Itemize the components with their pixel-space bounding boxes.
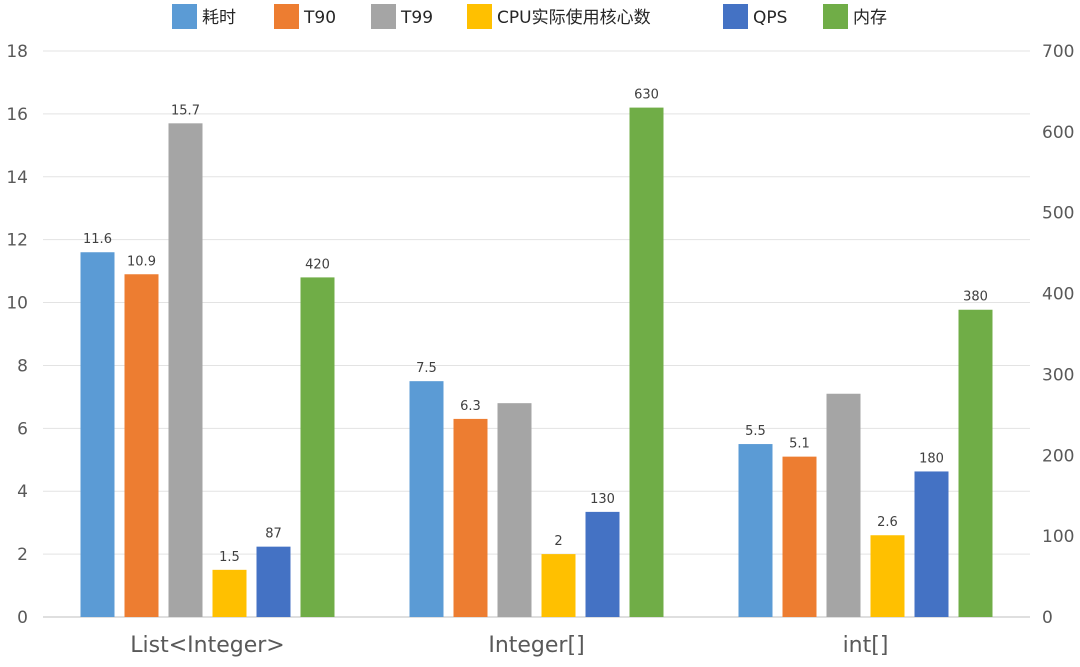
bar-t99	[168, 123, 203, 618]
bar-t99	[826, 393, 861, 617]
bar-t99	[497, 403, 532, 617]
data-label: 5.5	[745, 424, 766, 439]
left-tick-label: 12	[6, 231, 28, 251]
right-tick-label: 700	[1042, 42, 1074, 62]
bar-qps	[256, 546, 291, 617]
bar-qps	[585, 511, 620, 617]
legend-label: T90	[303, 8, 336, 28]
data-label: 2.6	[877, 515, 898, 530]
data-label: 180	[919, 451, 944, 466]
legend-swatch	[274, 4, 299, 29]
data-label: 130	[590, 492, 615, 507]
legend-swatch	[467, 4, 492, 29]
bar-memory	[629, 107, 664, 617]
data-label: 420	[305, 257, 330, 272]
right-tick-label: 300	[1042, 365, 1074, 385]
data-label: 11.6	[83, 232, 112, 247]
data-label: 5.1	[789, 437, 810, 452]
data-label: 6.3	[460, 399, 481, 414]
left-tick-label: 4	[17, 482, 28, 502]
right-tick-label: 600	[1042, 123, 1074, 143]
legend-label: T99	[400, 8, 433, 28]
right-tick-label: 500	[1042, 204, 1074, 224]
data-label: 7.5	[416, 361, 437, 376]
right-tick-label: 200	[1042, 446, 1074, 466]
category-axis: List<Integer> Integer[] int[]	[130, 633, 888, 658]
legend-swatch	[172, 4, 197, 29]
right-tick-label: 100	[1042, 527, 1074, 547]
data-label: 1.5	[219, 550, 240, 565]
bar-latency	[80, 252, 115, 617]
right-tick-label: 400	[1042, 285, 1074, 305]
bar-t90	[124, 274, 159, 617]
right-axis: 0 100 200 300 400 500 600 700	[1042, 42, 1074, 628]
legend-label: 耗时	[202, 8, 236, 28]
data-label: 380	[963, 290, 988, 305]
legend-swatch	[723, 4, 748, 29]
left-tick-label: 16	[6, 105, 28, 125]
legend-swatch	[823, 4, 848, 29]
bar-memory	[958, 309, 993, 617]
bar-memory	[300, 277, 335, 617]
category-label: List<Integer>	[130, 633, 284, 658]
legend-label: CPU实际使用核心数	[497, 7, 651, 28]
gridlines	[43, 50, 1030, 618]
left-tick-label: 14	[6, 168, 28, 188]
left-tick-label: 10	[6, 294, 28, 314]
legend-label: QPS	[753, 8, 787, 28]
bar-t90	[453, 418, 488, 617]
left-tick-label: 2	[17, 545, 28, 565]
bar-t90	[782, 456, 817, 617]
legend: 耗时 T90 T99 CPU实际使用核心数 QPS 内存	[172, 4, 887, 29]
category-label: Integer[]	[488, 633, 584, 658]
left-axis: 0 2 4 6 8 10 12 14 16 18	[6, 42, 28, 628]
data-label: 630	[634, 88, 659, 103]
category-label: int[]	[843, 633, 889, 658]
bar-qps	[914, 471, 949, 617]
bar-latency	[409, 381, 444, 617]
data-label: 10.9	[127, 254, 156, 269]
bar-series-group	[80, 107, 993, 618]
legend-swatch	[371, 4, 396, 29]
bar-cpu-cores	[212, 569, 247, 617]
data-labels-group: 11.6 10.9 15.7 1.5 87 420 7.5 6.3 2 130 630 5.5 5.1 2…	[83, 88, 988, 565]
left-tick-label: 6	[17, 419, 28, 439]
legend-label: 内存	[853, 8, 887, 28]
data-label: 87	[265, 527, 282, 542]
bar-cpu-cores	[870, 535, 905, 617]
bar-latency	[738, 444, 773, 617]
left-tick-label: 0	[17, 608, 28, 628]
bar-cpu-cores	[541, 554, 576, 617]
data-label: 2	[554, 534, 562, 549]
data-label: 15.7	[171, 103, 200, 118]
left-tick-label: 18	[6, 42, 28, 62]
left-tick-label: 8	[17, 356, 28, 376]
right-tick-label: 0	[1042, 608, 1053, 628]
